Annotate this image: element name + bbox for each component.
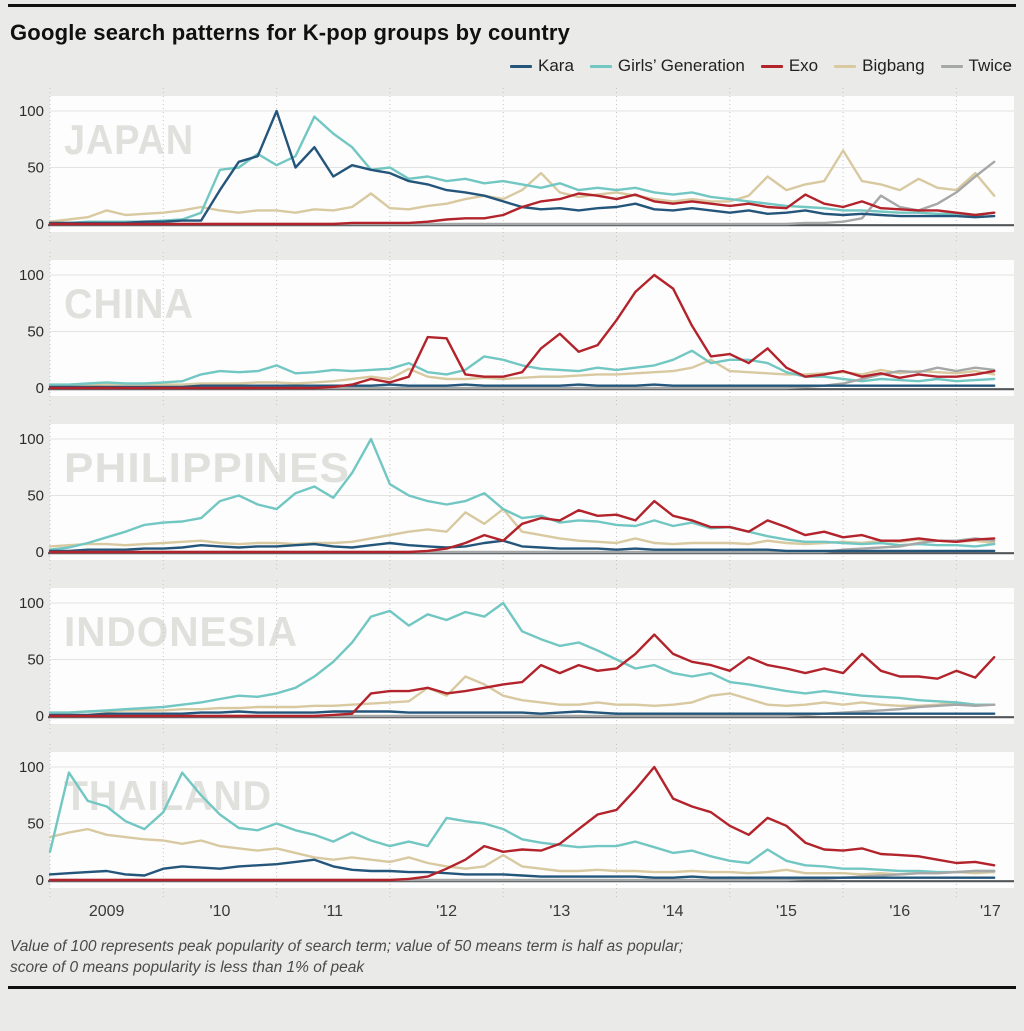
series-line-gg-china <box>48 349 996 386</box>
watermark-japan: JAPAN <box>64 116 194 163</box>
y-tick-label-100-indonesia: 100 <box>19 595 44 612</box>
legend-swatch-exo <box>760 64 783 68</box>
series-line-exo-indonesia <box>48 633 996 718</box>
plot-area-thailand <box>50 752 1014 888</box>
y-tick-label-0-japan: 0 <box>36 216 44 233</box>
series-line-gg-japan <box>48 115 996 225</box>
legend-item-exo: Exo <box>760 56 819 76</box>
legend-swatch-kara <box>510 64 532 68</box>
y-tick-label-50-indonesia: 50 <box>27 652 44 669</box>
y-tick-label-100-thailand: 100 <box>19 759 44 776</box>
y-tick-label-100-china: 100 <box>19 267 44 284</box>
y-tick-label-0-china: 0 <box>36 380 44 397</box>
y-tick-label-50-philippines: 50 <box>27 488 44 505</box>
x-tick-label-12: '12 <box>436 903 457 920</box>
x-tick-label-11: '11 <box>323 903 343 920</box>
bottom-rule <box>8 986 1016 989</box>
y-tick-label-50-japan: 50 <box>27 160 44 177</box>
series-line-bigbang-japan <box>48 149 996 223</box>
x-tick-label-16: '16 <box>889 903 910 920</box>
legend-label-kara: Kara <box>538 56 574 75</box>
kpop-search-chart: JAPAN 100 50 0 CHINA 100 50 0 PHILIPPINES 100 50 0 I… <box>19 88 1014 920</box>
legend: Kara Girls’ Generation Exo Bigbang Twice <box>0 55 1012 77</box>
legend-item-twice: Twice <box>940 56 1012 76</box>
legend-swatch-twice <box>940 64 963 68</box>
y-tick-label-50-china: 50 <box>27 324 44 341</box>
x-tick-label-10: '10 <box>210 903 231 920</box>
legend-item-bigbang: Bigbang <box>834 56 925 76</box>
y-tick-label-0-indonesia: 0 <box>36 708 44 725</box>
watermark-indonesia: INDONESIA <box>64 608 298 655</box>
x-tick-label-15: '15 <box>776 903 797 920</box>
series-line-gg-philippines <box>48 437 996 551</box>
x-tick-label-14: '14 <box>663 903 684 920</box>
series-line-gg-indonesia <box>48 601 996 714</box>
x-tick-label-13: '13 <box>549 903 570 920</box>
legend-swatch-bigbang <box>834 64 857 68</box>
y-tick-label-50-thailand: 50 <box>27 816 44 833</box>
watermark-thailand: THAILAND <box>64 772 272 819</box>
y-tick-label-100-japan: 100 <box>19 103 44 120</box>
series-line-kara-thailand <box>48 858 996 879</box>
series-line-bigbang-thailand <box>48 827 996 876</box>
legend-label-twice: Twice <box>968 56 1012 75</box>
footnote-line-2: score of 0 means popularity is less than… <box>10 959 365 976</box>
plot-area-philippines <box>50 424 1014 560</box>
series-line-exo-china <box>48 273 996 390</box>
y-tick-label-100-philippines: 100 <box>19 431 44 448</box>
top-rule <box>8 4 1016 7</box>
legend-item-gg: Girls’ Generation <box>589 56 745 76</box>
series-line-kara-china <box>48 383 996 389</box>
legend-swatch-gg <box>589 64 612 68</box>
legend-item-kara: Kara <box>510 56 574 76</box>
footnote: Value of 100 represents peak popularity … <box>10 936 1024 978</box>
legend-label-bigbang: Bigbang <box>862 56 925 75</box>
legend-label-exo: Exo <box>788 56 819 75</box>
footnote-line-1: Value of 100 represents peak popularity … <box>10 938 684 955</box>
page-title: Google search patterns for K-pop groups … <box>10 20 571 45</box>
series-line-kara-philippines <box>48 539 996 553</box>
series-line-exo-philippines <box>48 499 996 554</box>
series-line-exo-thailand <box>48 765 996 882</box>
y-tick-label-0-thailand: 0 <box>36 872 44 889</box>
watermark-philippines: PHILIPPINES <box>64 444 350 491</box>
series-line-kara-indonesia <box>48 710 996 717</box>
series-line-bigbang-indonesia <box>48 675 996 714</box>
series-line-exo-japan <box>48 192 996 226</box>
watermark-china: CHINA <box>64 280 194 327</box>
y-tick-label-0-philippines: 0 <box>36 544 44 561</box>
x-tick-label-2009: 2009 <box>89 903 125 920</box>
series-line-gg-thailand <box>48 771 996 874</box>
x-tick-label-17: '17 <box>980 903 1001 920</box>
legend-label-gg: Girls’ Generation <box>617 56 745 75</box>
